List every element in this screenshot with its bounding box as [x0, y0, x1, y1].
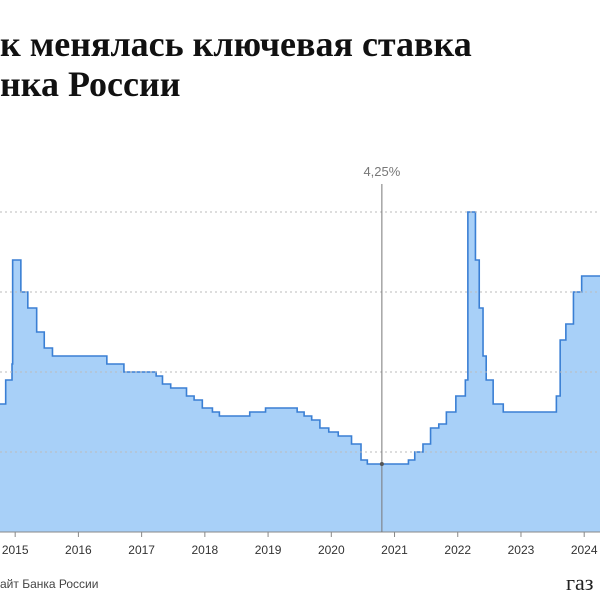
x-tick-label: 2021 — [381, 543, 408, 557]
x-tick-label: 2020 — [318, 543, 345, 557]
chart-title: к менялась ключевая ставка — [0, 24, 472, 64]
x-tick-label: 2019 — [255, 543, 282, 557]
x-tick-label: 2024 — [571, 543, 598, 557]
annotation-label: 4,25% — [363, 164, 400, 179]
x-tick-label: 2023 — [508, 543, 535, 557]
x-tick-label: 2015 — [2, 543, 29, 557]
x-tick-label: 2017 — [128, 543, 155, 557]
logo: газ — [566, 570, 593, 595]
source: айт Банка России — [0, 577, 98, 591]
line — [0, 211, 600, 465]
x-tick-label: 2022 — [444, 543, 471, 557]
x-tick-label: 2018 — [191, 543, 218, 557]
chart-title: нка России — [0, 64, 180, 104]
x-tick-label: 2016 — [65, 543, 92, 557]
annotation-dot — [379, 462, 384, 466]
